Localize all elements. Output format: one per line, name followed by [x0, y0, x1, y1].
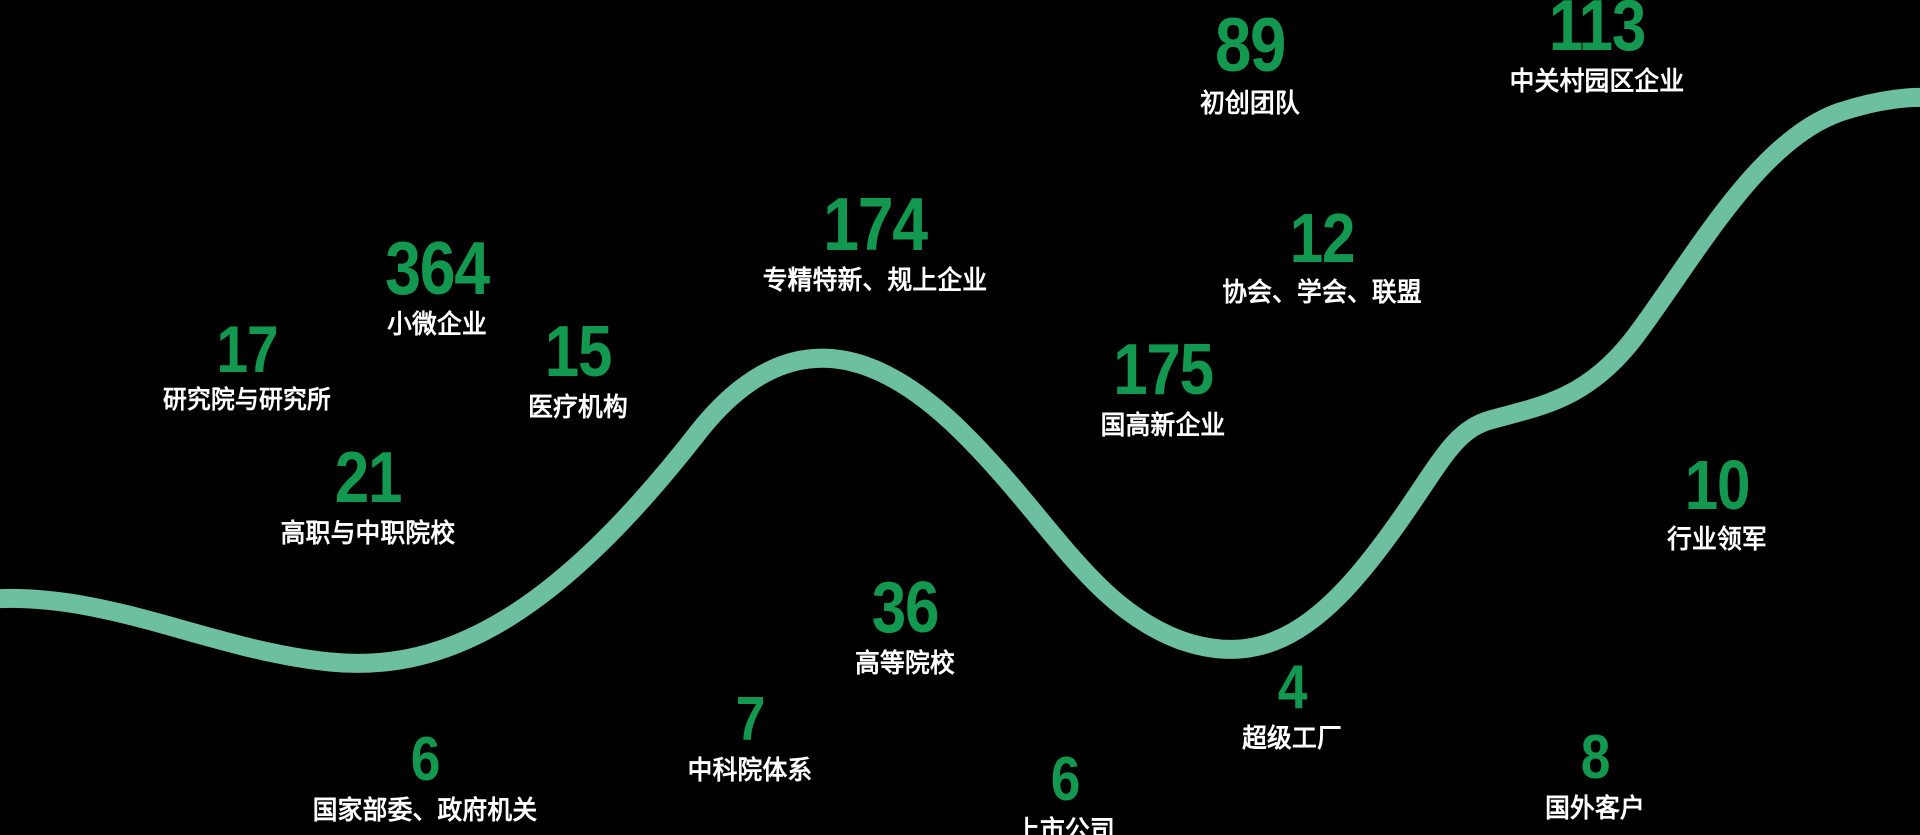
stat-value-medical-institutions: 15 — [544, 312, 613, 392]
stat-value-micro-small-firms: 364 — [385, 226, 490, 310]
stat-value-national-hightech: 175 — [1113, 330, 1214, 410]
stat-value-higher-education: 36 — [871, 568, 940, 648]
stat-label-government-agencies: 国家部委、政府机关 — [312, 794, 538, 825]
stat-label-vocational-colleges: 高职与中职院校 — [280, 518, 456, 549]
stat-value-government-agencies: 6 — [410, 725, 441, 794]
stat-value-zgc-park-enterprises: 113 — [1548, 0, 1646, 66]
stat-cas-system: 7 中科院体系 — [684, 685, 815, 786]
stat-value-super-factories: 4 — [1277, 653, 1308, 722]
stat-value-associations-unions: 12 — [1289, 199, 1356, 277]
stat-label-zgc-park-enterprises: 中关村园区企业 — [1509, 66, 1685, 97]
stat-micro-small-firms: 364 小微企业 — [377, 226, 498, 341]
stat-label-research-institutes: 研究院与研究所 — [163, 386, 331, 415]
stat-value-research-institutes: 17 — [216, 312, 279, 386]
stat-label-medical-institutions: 医疗机构 — [528, 392, 628, 423]
stat-overseas-clients: 8 国外客户 — [1542, 723, 1647, 824]
stat-national-hightech: 175 国高新企业 — [1097, 330, 1228, 442]
stat-value-startup-teams: 89 — [1214, 3, 1286, 88]
stat-research-institutes: 17 研究院与研究所 — [159, 312, 336, 417]
stat-label-cas-system: 中科院体系 — [687, 754, 813, 785]
stat-specialized-new-firms: 174 专精特新、规上企业 — [757, 182, 993, 297]
stat-label-startup-teams: 初创团队 — [1200, 87, 1300, 118]
stat-value-overseas-clients: 8 — [1580, 723, 1611, 792]
stat-value-vocational-colleges: 21 — [334, 438, 403, 518]
stat-label-associations-unions: 协会、学会、联盟 — [1222, 277, 1422, 308]
stat-label-super-factories: 超级工厂 — [1242, 722, 1342, 753]
stat-associations-unions: 12 协会、学会、联盟 — [1217, 199, 1427, 309]
stat-industry-leaders: 10 行业领军 — [1664, 446, 1769, 556]
stat-government-agencies: 6 国家部委、政府机关 — [307, 725, 543, 826]
stat-value-industry-leaders: 10 — [1684, 446, 1751, 524]
stat-medical-institutions: 15 医疗机构 — [525, 312, 630, 424]
stat-label-overseas-clients: 国外客户 — [1545, 792, 1645, 823]
stat-super-factories: 4 超级工厂 — [1239, 653, 1344, 754]
stat-label-specialized-new-firms: 专精特新、规上企业 — [762, 265, 988, 295]
stat-value-specialized-new-firms: 174 — [823, 182, 928, 266]
stat-label-national-hightech: 国高新企业 — [1100, 410, 1226, 441]
stat-label-micro-small-firms: 小微企业 — [387, 309, 487, 339]
stat-higher-education: 36 高等院校 — [852, 568, 957, 680]
stat-value-cas-system: 7 — [735, 685, 766, 754]
stat-listed-companies: 6 上市公司 — [1012, 745, 1117, 835]
stat-value-listed-companies: 6 — [1050, 745, 1081, 814]
stat-vocational-colleges: 21 高职与中职院校 — [276, 438, 460, 550]
stat-zgc-park-enterprises: 113 中关村园区企业 — [1505, 0, 1689, 98]
stat-label-higher-education: 高等院校 — [855, 648, 955, 679]
stat-label-listed-companies: 上市公司 — [1015, 814, 1115, 835]
stat-startup-teams: 89 初创团队 — [1197, 3, 1302, 119]
stat-label-industry-leaders: 行业领军 — [1667, 524, 1767, 555]
